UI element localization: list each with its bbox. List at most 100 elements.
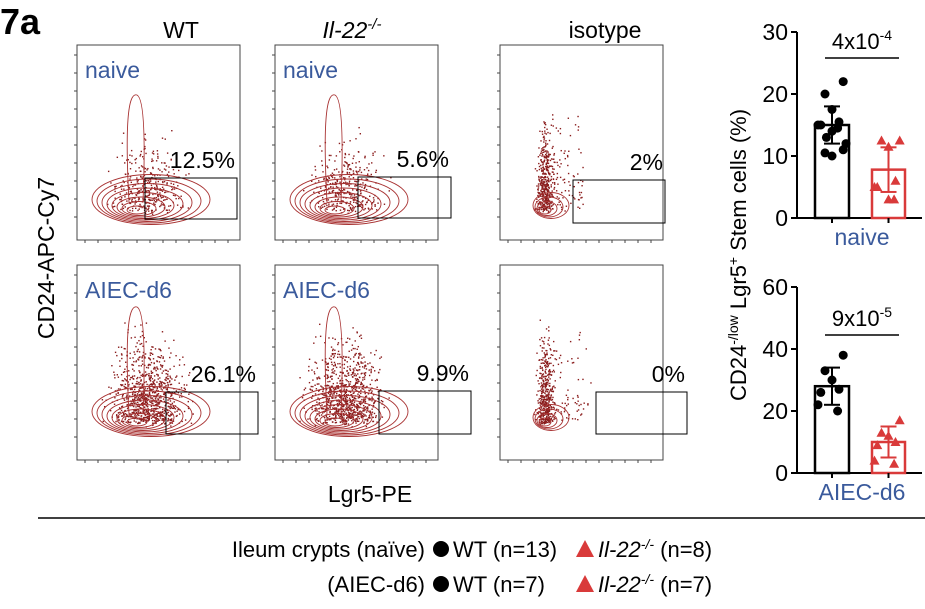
event-dot bbox=[148, 393, 151, 395]
event-dot bbox=[153, 366, 156, 369]
event-dot bbox=[174, 411, 176, 413]
event-dot bbox=[165, 385, 167, 387]
event-dot bbox=[553, 407, 555, 409]
event-dot bbox=[328, 337, 330, 339]
event-dot bbox=[541, 373, 544, 376]
event-dot bbox=[145, 366, 148, 369]
event-dot bbox=[331, 413, 334, 416]
event-dot bbox=[153, 415, 156, 417]
event-dot bbox=[548, 330, 550, 332]
event-dot bbox=[549, 396, 552, 399]
event-dot bbox=[133, 386, 135, 388]
event-dot bbox=[323, 417, 326, 419]
event-dot bbox=[339, 401, 342, 403]
event-dot bbox=[334, 177, 336, 179]
event-dot bbox=[543, 148, 545, 151]
event-dot bbox=[355, 196, 358, 198]
event-dot bbox=[117, 346, 120, 348]
event-dot bbox=[166, 409, 169, 412]
event-dot bbox=[541, 205, 544, 207]
event-dot bbox=[334, 417, 336, 420]
event-dot bbox=[375, 169, 378, 172]
event-dot bbox=[351, 162, 354, 165]
event-dot bbox=[161, 389, 164, 391]
event-dot bbox=[359, 133, 362, 135]
gate-box bbox=[165, 391, 259, 435]
event-dot bbox=[146, 401, 148, 404]
event-dot bbox=[344, 398, 347, 400]
event-dot bbox=[157, 155, 159, 158]
event-dot bbox=[129, 168, 132, 170]
event-dot bbox=[143, 411, 145, 414]
event-dot bbox=[555, 350, 558, 352]
event-dot bbox=[578, 339, 581, 341]
event-dot bbox=[542, 169, 544, 172]
event-dot bbox=[346, 394, 348, 396]
event-dot bbox=[338, 402, 341, 405]
data-point bbox=[838, 350, 848, 360]
event-dot bbox=[157, 419, 160, 421]
event-dot bbox=[543, 121, 545, 123]
event-dot bbox=[548, 416, 550, 418]
event-dot bbox=[150, 172, 153, 175]
event-dot bbox=[363, 187, 366, 189]
event-dot bbox=[340, 356, 343, 358]
data-point bbox=[833, 406, 843, 416]
event-dot bbox=[542, 198, 544, 200]
event-dot bbox=[354, 180, 356, 182]
event-dot bbox=[353, 194, 356, 196]
event-dot bbox=[540, 358, 543, 361]
event-dot bbox=[348, 153, 350, 156]
event-dot bbox=[150, 349, 152, 351]
event-dot bbox=[358, 356, 360, 358]
event-dot bbox=[545, 168, 548, 171]
event-dot bbox=[344, 153, 347, 156]
event-dot bbox=[371, 400, 373, 402]
event-dot bbox=[563, 178, 566, 181]
event-dot bbox=[370, 391, 373, 394]
event-dot bbox=[138, 414, 140, 417]
event-dot bbox=[343, 417, 345, 419]
event-dot bbox=[144, 416, 147, 419]
event-dot bbox=[325, 388, 328, 391]
gate-box bbox=[378, 390, 472, 435]
event-dot bbox=[138, 356, 140, 359]
event-dot bbox=[538, 175, 540, 178]
event-dot bbox=[545, 188, 547, 191]
event-dot bbox=[339, 356, 341, 358]
event-dot bbox=[166, 412, 168, 414]
event-dot bbox=[539, 193, 541, 195]
event-dot bbox=[358, 151, 360, 153]
event-dot bbox=[138, 208, 140, 210]
event-dot bbox=[137, 422, 140, 425]
event-dot bbox=[113, 403, 116, 405]
event-dot bbox=[135, 360, 138, 362]
event-dot bbox=[147, 180, 150, 182]
event-dot bbox=[349, 338, 351, 340]
event-dot bbox=[547, 203, 550, 205]
event-dot bbox=[173, 401, 175, 403]
event-dot bbox=[327, 384, 330, 387]
event-dot bbox=[352, 189, 354, 191]
event-dot bbox=[547, 357, 550, 360]
event-dot bbox=[535, 208, 537, 210]
event-dot bbox=[158, 361, 161, 363]
event-dot bbox=[542, 191, 544, 193]
event-dot bbox=[128, 404, 131, 406]
event-dot bbox=[551, 416, 553, 418]
event-dot bbox=[315, 388, 318, 390]
event-dot bbox=[577, 126, 580, 128]
event-dot bbox=[122, 420, 125, 423]
event-dot bbox=[125, 380, 128, 382]
event-dot bbox=[144, 357, 146, 359]
event-dot bbox=[145, 190, 148, 192]
event-dot bbox=[542, 208, 545, 211]
event-dot bbox=[341, 419, 343, 421]
event-dot bbox=[552, 386, 554, 388]
event-dot bbox=[341, 406, 344, 408]
event-dot bbox=[161, 381, 163, 383]
event-dot bbox=[556, 161, 558, 164]
event-dot bbox=[536, 198, 538, 200]
event-dot bbox=[358, 396, 361, 399]
event-dot bbox=[373, 370, 376, 372]
